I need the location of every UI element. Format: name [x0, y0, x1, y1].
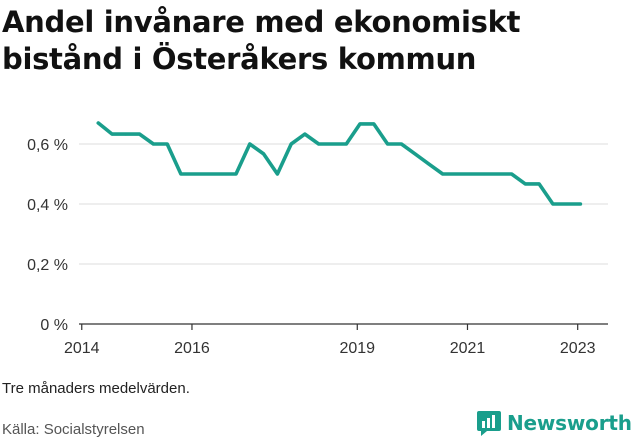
data-point [124, 132, 128, 136]
data-point [317, 142, 321, 146]
x-tick-labels: 2014 2016 2019 2021 2023 [64, 340, 596, 357]
x-tick-label: 2019 [339, 340, 375, 357]
data-point [482, 172, 486, 176]
line-chart: 0 % 0,2 % 0,4 % 0,6 % 2014 2016 2019 2021 2023 [27, 121, 608, 357]
data-point [468, 172, 472, 176]
x-tick-label: 2014 [64, 340, 100, 357]
y-tick-labels: 0 % 0,2 % 0,4 % 0,6 % [27, 137, 68, 334]
data-point [220, 172, 224, 176]
data-point [523, 182, 527, 186]
data-point [413, 152, 417, 156]
data-point [275, 172, 279, 176]
data-point [565, 202, 569, 206]
data-point [207, 172, 210, 176]
x-tick-label: 2016 [174, 340, 210, 357]
data-point [193, 172, 197, 176]
data-point [138, 132, 142, 136]
y-tick-label: 0,4 % [27, 197, 68, 214]
data-point [262, 152, 266, 156]
y-tick-label: 0,6 % [27, 137, 68, 154]
x-tick-label: 2021 [450, 340, 486, 357]
data-point [537, 182, 541, 186]
series-line [96, 121, 583, 206]
y-tick-label: 0,2 % [27, 257, 68, 274]
data-point [441, 172, 445, 176]
chart-source: Källa: Socialstyrelsen [2, 421, 145, 438]
data-point [96, 121, 100, 125]
y-tick-label: 0 % [40, 317, 68, 334]
data-point [372, 122, 376, 126]
data-point [151, 142, 155, 146]
data-point [510, 172, 514, 176]
chart-title: Andel invånare med ekonomiskt bistånd i … [2, 5, 521, 76]
data-point [386, 142, 390, 146]
axes [79, 323, 608, 330]
data-point [234, 172, 238, 176]
data-point [455, 172, 458, 176]
data-point [344, 142, 348, 146]
grid-lines [79, 143, 608, 265]
data-point [427, 162, 431, 166]
data-point [303, 132, 307, 136]
chart-note: Tre månaders medelvärden. [2, 380, 190, 397]
data-point [179, 172, 183, 176]
data-point [358, 122, 362, 126]
data-point [110, 132, 114, 136]
newsworthy-brand[interactable]: Newsworthy [476, 408, 631, 438]
brand-name: Newsworthy [507, 411, 631, 435]
data-point [551, 202, 555, 206]
data-point [399, 142, 403, 146]
data-point [496, 172, 500, 176]
data-point [289, 142, 293, 146]
x-tick-label: 2023 [560, 340, 596, 357]
data-point [165, 142, 169, 146]
data-point [248, 142, 252, 146]
data-point [331, 142, 334, 146]
series-layer [96, 121, 583, 206]
data-point [578, 202, 582, 206]
bar-chart-logo-icon [477, 411, 501, 436]
